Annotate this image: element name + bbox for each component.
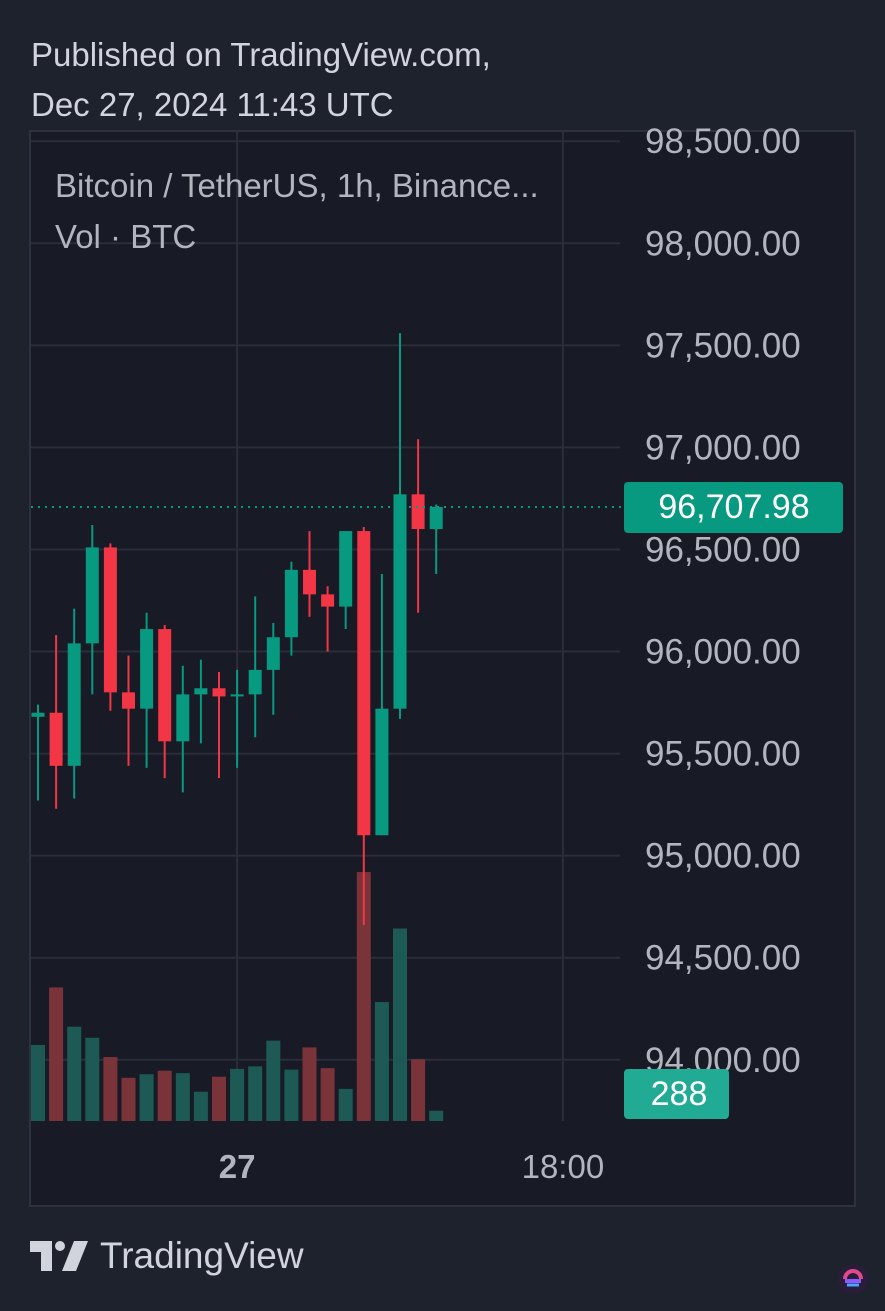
price-tick-label: 98,500.00 (645, 122, 801, 161)
publish-site: Published on TradingView.com, (31, 36, 491, 73)
price-tick-label: 96,000.00 (645, 633, 801, 672)
tradingview-logo[interactable]: TradingView (30, 1230, 304, 1282)
volume-bar (338, 1088, 353, 1121)
price-tick-label: 97,000.00 (645, 428, 801, 467)
price-tick-label: 98,000.00 (645, 224, 801, 263)
volume-bar (49, 987, 64, 1121)
volume-bar (356, 872, 371, 1121)
volume-bar (284, 1069, 299, 1121)
candle-body (230, 694, 244, 697)
volume-bar (85, 1037, 100, 1121)
volume-bar (320, 1068, 335, 1121)
volume-bar (193, 1091, 208, 1121)
candle-body (158, 629, 172, 742)
candle-body (321, 594, 335, 607)
legend-symbol[interactable]: Bitcoin / TetherUS, 1h, Binance... (55, 167, 539, 204)
tradingview-logo-icon (30, 1241, 88, 1271)
volume-value-tag: 288 (624, 1069, 729, 1119)
volume-bar (411, 1059, 426, 1121)
price-tick-label: 97,500.00 (645, 326, 801, 365)
volume-bar (103, 1057, 118, 1121)
volume-bars (31, 872, 444, 1121)
time-axis[interactable]: 27 18:00 (219, 1148, 604, 1185)
candle-body (393, 494, 407, 709)
candle-body (49, 712, 63, 766)
candle-body (411, 494, 425, 530)
volume-bar (31, 1044, 45, 1121)
volume-bar (121, 1077, 136, 1121)
last-price-tag-bg (624, 482, 843, 533)
volume-bar (248, 1066, 263, 1121)
candle-body (248, 669, 262, 695)
candle-body (266, 637, 280, 670)
candle-body (212, 688, 226, 697)
volume-tag-bg (624, 1069, 729, 1119)
volume-bar (175, 1073, 190, 1121)
candle-body (429, 506, 443, 530)
price-tick-label: 94,500.00 (645, 939, 801, 978)
candle-body (31, 712, 45, 717)
legend-volume[interactable]: Vol · BTC (55, 218, 196, 255)
candle-body (375, 708, 389, 836)
price-tick-label: 95,500.00 (645, 735, 801, 774)
candle-body (194, 688, 208, 695)
volume-bar (139, 1074, 154, 1121)
candle-body (357, 531, 371, 836)
time-tick-label: 27 (219, 1148, 256, 1185)
candle-body (67, 643, 81, 766)
publish-info: Published on TradingView.com, Dec 27, 20… (31, 30, 491, 130)
publish-timestamp: Dec 27, 2024 11:43 UTC (31, 86, 394, 123)
candle-body (284, 569, 298, 638)
last-price-label: 96,707.98 (658, 488, 809, 526)
volume-bar (374, 1002, 389, 1121)
time-tick-label: 18:00 (522, 1148, 605, 1185)
volume-tag-label: 288 (651, 1075, 708, 1113)
candle-body (103, 547, 117, 693)
volume-bar (302, 1047, 317, 1121)
candle-body (122, 692, 135, 709)
candles (31, 333, 443, 926)
volume-bar (266, 1040, 281, 1121)
volume-bar (67, 1026, 82, 1121)
tradingview-wordmark: TradingView (100, 1235, 304, 1276)
price-tick-label: 96,500.00 (645, 530, 801, 569)
volume-bar (393, 928, 407, 1121)
candle-body (303, 569, 316, 595)
app-badge-icon (838, 1264, 868, 1294)
volume-bar (429, 1110, 444, 1121)
volume-bar (230, 1068, 245, 1121)
candle-body (140, 629, 154, 709)
volume-bar (157, 1070, 172, 1121)
last-price-tag: 96,707.98 (624, 482, 843, 533)
volume-bar (212, 1076, 226, 1121)
candle-body (176, 694, 190, 742)
price-tick-label: 95,000.00 (645, 837, 801, 876)
candle-body (85, 547, 99, 644)
candle-body (339, 531, 353, 607)
